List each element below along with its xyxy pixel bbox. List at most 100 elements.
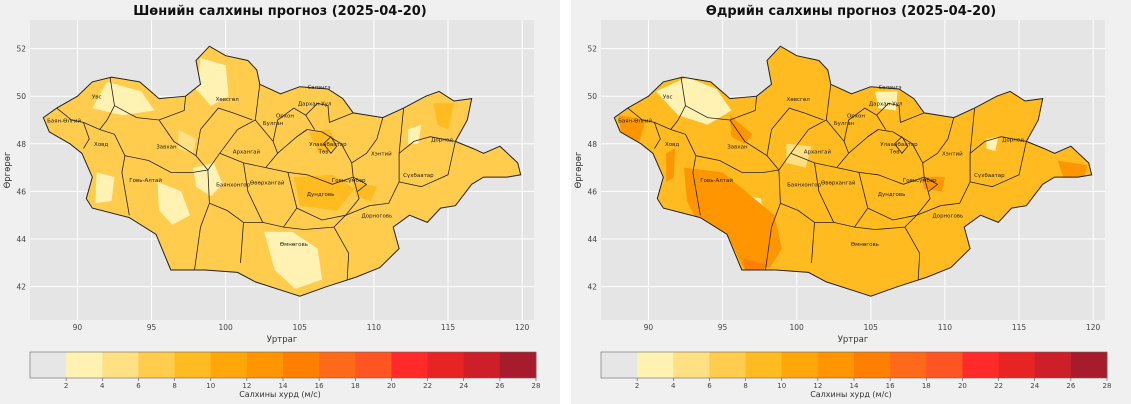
region-label: Улаанбаатар — [880, 142, 918, 148]
colorbar-tick-label: 16 — [886, 382, 895, 390]
colorbar-swatch — [890, 352, 927, 378]
wind-contour — [666, 148, 676, 182]
region-label: Сэлэнгэ — [879, 85, 902, 91]
y-tick-label: 44 — [587, 235, 597, 244]
colorbar-swatch — [1034, 352, 1072, 378]
region-label: Дорноговь — [932, 214, 963, 220]
x-tick-label: 95 — [147, 323, 157, 332]
aimag-border — [670, 77, 686, 130]
colorbar-tick-label: 24 — [459, 382, 468, 390]
region-label: Ховд — [665, 142, 679, 148]
colorbar-swatch — [30, 352, 67, 378]
colorbar-swatch — [102, 352, 139, 378]
region-label: Дундговь — [307, 192, 335, 198]
colorbar-swatch — [1070, 352, 1108, 378]
region-label: Хэнтий — [942, 151, 963, 158]
region-label: Дорнод — [431, 137, 453, 143]
colorbar-tick-label: 4 — [671, 382, 676, 390]
x-tick-label: 100 — [219, 323, 234, 332]
region-label: Говь-Алтай — [129, 177, 162, 184]
colorbar-swatch — [499, 352, 537, 378]
aimag-border — [305, 102, 354, 123]
y-tick-label: 42 — [587, 283, 597, 292]
colorbar-swatch — [427, 352, 465, 378]
aimag-border — [848, 129, 924, 164]
wind-contour — [743, 258, 767, 273]
region-label: Өвөрхангай — [821, 179, 856, 186]
colorbar-swatch — [781, 352, 819, 378]
y-tick-label: 50 — [16, 92, 26, 101]
aimag-border — [287, 117, 384, 185]
x-tick-label: 90 — [73, 323, 83, 332]
region-label: Говь-Алтай — [700, 177, 733, 184]
region-label: Завхан — [727, 145, 748, 151]
aimag-border — [283, 214, 346, 230]
colorbar-tick-label: 10 — [777, 382, 786, 390]
aimag-border — [858, 117, 955, 185]
colorbar-swatch — [926, 352, 963, 378]
aimag-border — [780, 202, 815, 263]
aimag-border — [729, 119, 780, 171]
night-forecast-panel: Шөнийн салхины прогноз (2025-04-20) Увс Б… — [0, 0, 560, 404]
aimag-border — [904, 226, 921, 280]
colorbar-swatch — [319, 352, 356, 378]
colorbar-tick-label: 8 — [172, 382, 176, 390]
aimag-border — [970, 141, 1027, 188]
region-label: Дорнод — [1002, 137, 1024, 143]
aimag-border — [353, 176, 368, 192]
region-label: Сэлэнгэ — [308, 85, 331, 91]
aimag-border — [195, 107, 253, 156]
region-label: Орхон — [847, 114, 865, 120]
y-tick-label: 42 — [16, 283, 26, 292]
aimag-border — [894, 136, 909, 154]
wind-contour — [684, 167, 782, 268]
aimag-border — [790, 119, 850, 169]
wind-contour — [353, 181, 377, 201]
region-label: Сүхбаатар — [403, 173, 434, 179]
wind-contour — [833, 215, 871, 239]
y-tick-label: 44 — [16, 235, 26, 244]
colorbar-swatch — [745, 352, 783, 378]
region-label: Баян-Өлгий — [47, 117, 81, 124]
colorbar-swatch — [174, 352, 212, 378]
wind-contour — [157, 181, 191, 225]
colorbar-tick-label: 28 — [1103, 382, 1112, 390]
colorbar-tick-label: 14 — [279, 382, 288, 390]
region-label: Баян-Өлгий — [618, 117, 652, 124]
region-label: Дорноговь — [361, 214, 392, 220]
aimag-border — [333, 226, 350, 280]
region-label: Хөвсгөл — [787, 97, 811, 103]
country-outline — [42, 45, 522, 297]
x-tick-label: 115 — [441, 323, 456, 332]
y-tick-label: 46 — [587, 187, 597, 196]
aimag-border — [207, 84, 261, 171]
x-axis-label: Уртраг — [838, 335, 869, 345]
colorbar-label: Салхины хурд (м/с) — [810, 390, 892, 399]
region-label: Төв — [318, 149, 329, 155]
map-title: Өдрийн салхины прогноз (2025-04-20) — [705, 4, 997, 19]
region-label: Говьсүмбэр — [903, 178, 937, 184]
colorbar-swatch — [355, 352, 392, 378]
colorbar-swatch — [601, 352, 638, 378]
wind-contour — [655, 77, 732, 125]
region-label: Дархан-Уул — [298, 102, 332, 108]
aimag-border — [627, 107, 701, 216]
aimag-border — [398, 136, 456, 154]
wind-contour — [408, 124, 422, 144]
region-label: Өмнөговь — [280, 242, 308, 248]
colorbar-tick-label: 20 — [958, 382, 967, 390]
colorbar-swatch — [998, 352, 1036, 378]
region-label: Өвөрхангай — [250, 179, 285, 186]
aimag-border — [778, 84, 832, 171]
x-tick-label: 115 — [1012, 323, 1027, 332]
x-tick-label: 120 — [1086, 323, 1101, 332]
region-label: Говьсүмбэр — [332, 178, 366, 184]
day-map-svg: Увс Баян-Өлгий Ховд Завхан Хөвсгөл БулганОрхо… — [574, 20, 1112, 390]
aimag-border — [323, 136, 338, 154]
region-label: Архангай — [804, 148, 832, 155]
wind-contour — [264, 231, 322, 289]
wind-contour — [433, 103, 454, 130]
colorbar-tick-label: 22 — [994, 382, 1003, 390]
colorbar-swatch — [817, 352, 855, 378]
x-tick-label: 105 — [293, 323, 308, 332]
